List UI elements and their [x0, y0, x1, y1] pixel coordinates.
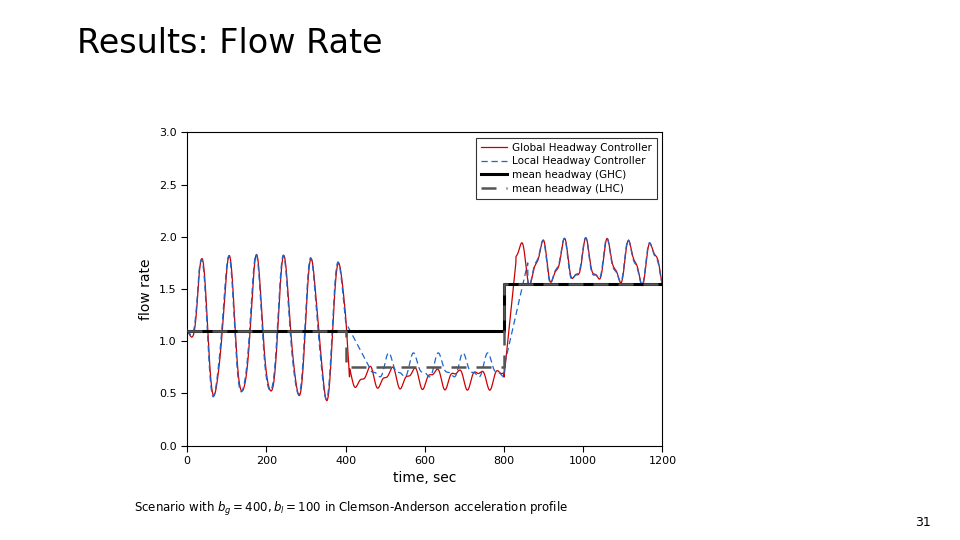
mean headway (LHC) — [340, 327, 351, 334]
Global Headway Controller — [295, 391, 306, 397]
Text: Results: Flow Rate: Results: Flow Rate — [77, 27, 382, 60]
Local Headway Controller — [580, 234, 591, 241]
Line: mean headway (GHC): mean headway (GHC) — [187, 284, 662, 330]
mean headway (LHC) — [657, 280, 668, 287]
mean headway (LHC) — [340, 364, 351, 370]
Local Headway Controller — [395, 369, 406, 376]
Text: 31: 31 — [916, 516, 931, 529]
mean headway (GHC) — [498, 327, 510, 334]
mean headway (GHC) — [181, 327, 193, 334]
mean headway (LHC) — [498, 280, 510, 287]
Local Headway Controller — [181, 327, 193, 333]
Global Headway Controller — [395, 386, 406, 392]
mean headway (GHC) — [657, 280, 668, 287]
Global Headway Controller — [321, 397, 332, 404]
Line: mean headway (LHC): mean headway (LHC) — [187, 284, 662, 367]
mean headway (LHC) — [498, 364, 510, 370]
Line: Local Headway Controller: Local Headway Controller — [187, 238, 662, 400]
Local Headway Controller — [361, 359, 372, 365]
Global Headway Controller — [580, 234, 591, 241]
Global Headway Controller — [361, 372, 372, 378]
Local Headway Controller — [292, 389, 303, 396]
Global Headway Controller — [292, 388, 303, 395]
mean headway (GHC) — [498, 280, 510, 287]
mean headway (LHC) — [181, 327, 193, 334]
Local Headway Controller — [297, 364, 308, 371]
Text: Scenario with $b_g = 400, b_l = 100$ in Clemson-Anderson acceleration profile: Scenario with $b_g = 400, b_l = 100$ in … — [134, 501, 568, 518]
Global Headway Controller — [181, 327, 193, 334]
Global Headway Controller — [657, 282, 668, 288]
Local Headway Controller — [321, 396, 332, 403]
Local Headway Controller — [657, 282, 668, 289]
Global Headway Controller — [297, 372, 308, 379]
X-axis label: time, sec: time, sec — [393, 471, 457, 485]
Global Headway Controller — [653, 260, 664, 267]
Local Headway Controller — [295, 388, 306, 394]
Line: Global Headway Controller: Global Headway Controller — [187, 238, 662, 401]
Legend: Global Headway Controller, Local Headway Controller, mean headway (GHC), mean he: Global Headway Controller, Local Headway… — [475, 138, 658, 199]
Local Headway Controller — [653, 262, 664, 269]
Y-axis label: flow rate: flow rate — [139, 258, 154, 320]
